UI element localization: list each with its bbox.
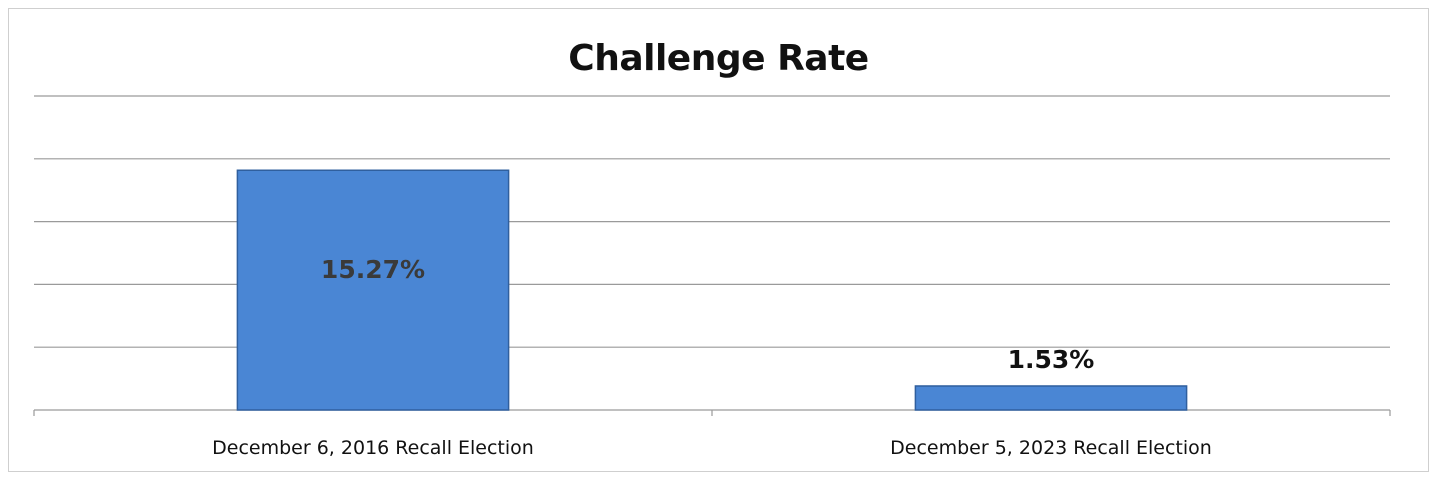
bar — [914, 385, 1188, 411]
x-axis — [33, 409, 1391, 416]
labels: 15.27% December 6, 2016 Recall Election 1.… — [212, 255, 1212, 459]
category-label: December 6, 2016 Recall Election — [212, 437, 534, 459]
category-label: December 5, 2023 Recall Election — [890, 437, 1212, 459]
bars — [236, 169, 1188, 411]
bar — [236, 169, 510, 411]
bar-value-label: 15.27% — [321, 255, 425, 284]
chart-title: Challenge Rate — [568, 38, 869, 79]
bar-value-label: 1.53% — [1008, 345, 1095, 374]
